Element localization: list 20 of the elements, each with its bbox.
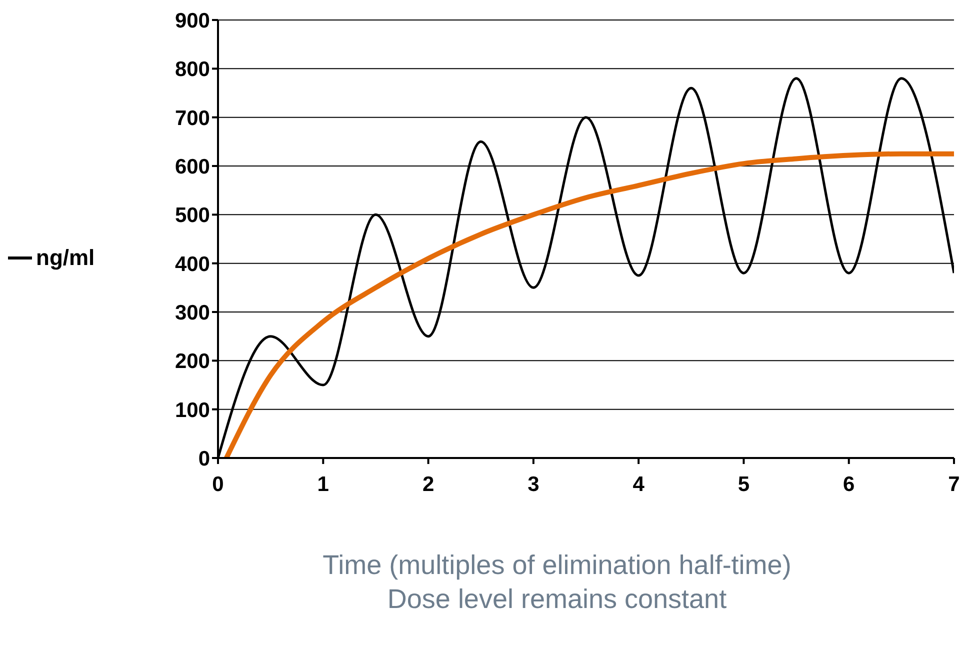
legend-label: ng/ml [36,245,95,271]
x-tick-label: 3 [528,472,540,496]
y-tick-label: 100 [174,398,210,422]
x-tick-label: 1 [317,472,330,496]
y-tick-label: 800 [174,58,210,82]
x-tick-label: 4 [632,472,645,496]
y-tick-label: 700 [174,106,210,130]
x-tick-label: 5 [738,472,750,496]
x-tick-label: 7 [948,472,960,496]
y-tick-label: 400 [174,252,210,276]
y-tick-label: 500 [174,204,210,228]
y-tick-label: 900 [174,9,210,32]
y-tick-label: 0 [198,447,210,470]
x-axis-title: Time (multiples of elimination half-time) [322,549,792,582]
y-tick-label: 200 [174,350,210,374]
x-tick-label: 2 [422,472,434,496]
text: Dose level remains constant [386,583,728,616]
y-tick-label: 300 [174,301,210,324]
x-tick-label: 6 [843,472,855,496]
y-tick-label: 600 [174,155,210,178]
